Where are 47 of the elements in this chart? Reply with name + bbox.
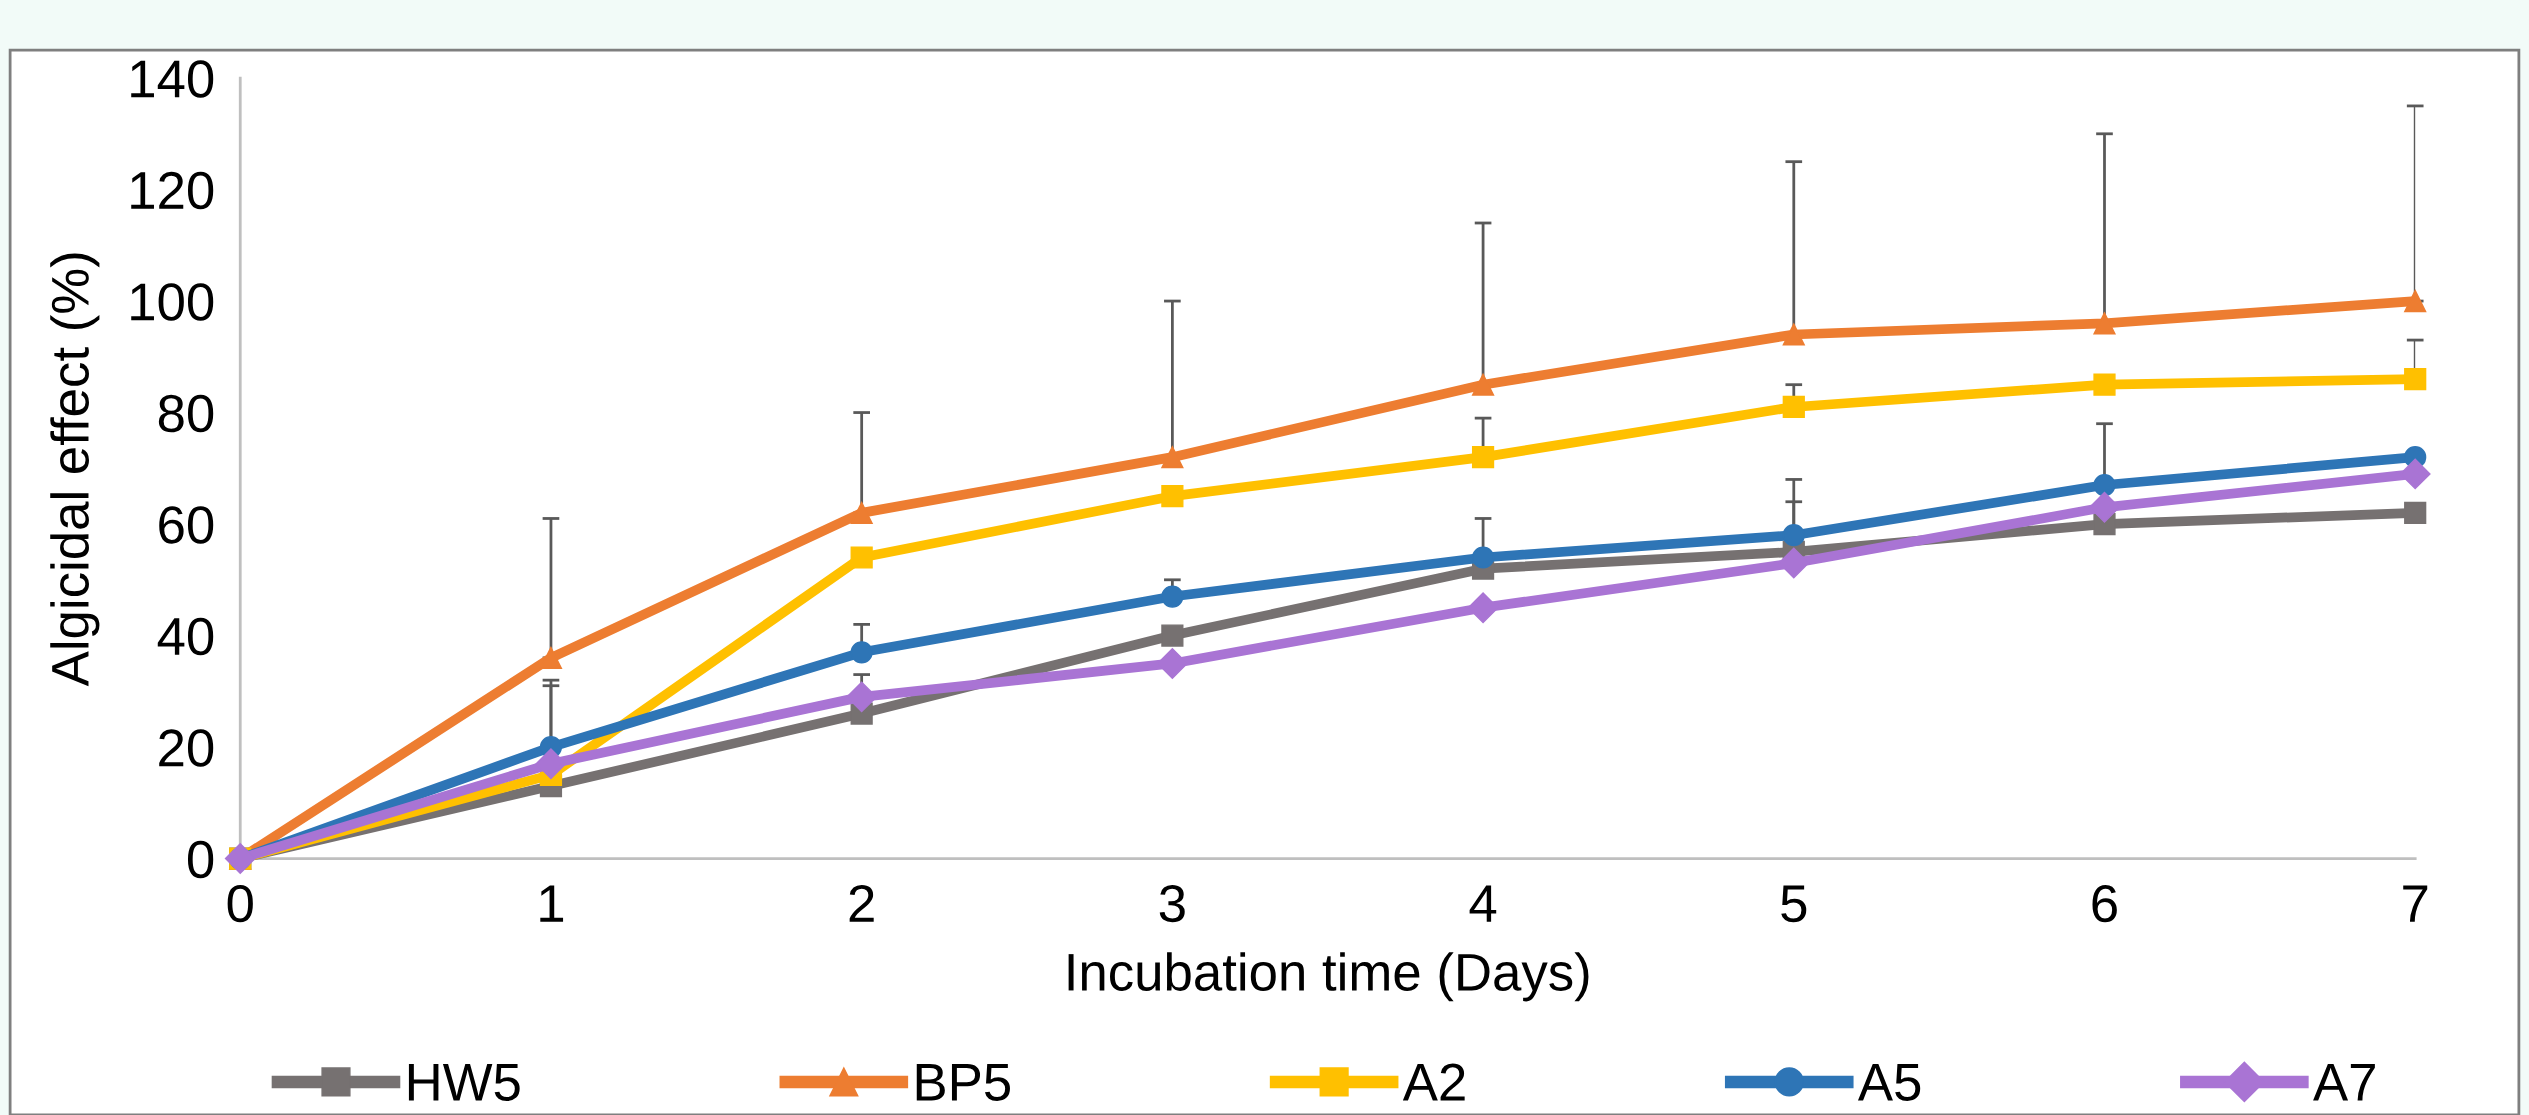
point [1161,446,1184,469]
legend-label: A5 [1857,1064,1921,1101]
point [2404,367,2427,391]
point [1471,546,1495,569]
point [1471,446,1495,469]
point [1161,485,1184,508]
point [1161,624,1184,647]
point [850,501,873,525]
point [1782,323,1805,346]
point [2399,458,2431,490]
point [1778,547,1810,579]
point [2404,289,2427,313]
y-axis-title: Algicidal effect (%) [50,253,100,687]
legend-label: HW5 [408,1064,520,1101]
legend-label: A2 [1402,1063,1465,1101]
x-axis-title: Incubation time (Days) [1068,952,1589,1002]
x-tick-label: 1 [540,885,564,922]
legend-label: A7 [2313,1064,2375,1101]
x-tick-label: 6 [2092,884,2117,923]
x-tick-label: 7 [2403,885,2428,922]
point [2089,491,2120,523]
x-tick-label: 3 [1159,884,1185,923]
point [535,748,567,780]
point [2093,473,2116,497]
y-tick-label: 80 [158,394,214,433]
y-tick-label: 120 [131,171,214,210]
point [850,546,873,569]
point [1782,395,1805,419]
x-tick-label: 0 [227,884,253,923]
point [1161,585,1184,608]
point [2404,501,2427,525]
y-tick-label: 100 [131,283,214,321]
point [1471,373,1495,396]
point [1467,592,1499,624]
point [2093,373,2116,396]
x-tick-label: 5 [1781,885,1807,923]
legend-label: BP5 [916,1064,1010,1101]
y-tick-label: 0 [187,840,214,879]
y-tick-label: 40 [157,617,214,656]
point [850,641,873,664]
x-tick-label: 2 [849,884,874,922]
x-tick-label: 4 [1469,885,1497,922]
point [2093,312,2116,335]
point [1782,524,1805,547]
y-tick-label: 140 [131,60,214,98]
y-tick-label: 20 [159,729,214,767]
y-tick-label: 60 [159,506,214,544]
